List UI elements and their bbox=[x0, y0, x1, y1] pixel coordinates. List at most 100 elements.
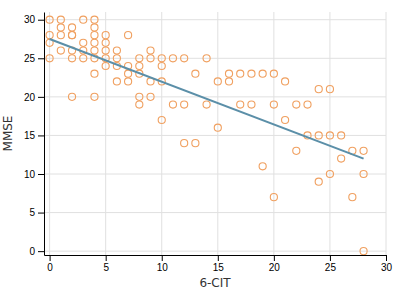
point bbox=[80, 16, 87, 23]
x-tick-label: 15 bbox=[213, 262, 225, 273]
grid-line bbox=[273, 12, 274, 255]
point bbox=[315, 178, 322, 185]
point bbox=[237, 70, 244, 77]
point bbox=[304, 101, 311, 108]
point bbox=[293, 147, 300, 154]
y-tick-label: 0 bbox=[29, 246, 35, 257]
point bbox=[113, 55, 120, 62]
point bbox=[136, 62, 143, 69]
point bbox=[158, 116, 165, 123]
point bbox=[46, 55, 53, 62]
point bbox=[270, 101, 277, 108]
point bbox=[57, 24, 64, 31]
point bbox=[57, 16, 64, 23]
grid-line bbox=[44, 251, 386, 252]
y-tick-label: 30 bbox=[24, 14, 36, 25]
grid-line bbox=[161, 12, 162, 255]
point bbox=[338, 132, 345, 139]
y-tick-mark bbox=[38, 251, 44, 252]
point bbox=[259, 70, 266, 77]
grid-line bbox=[44, 135, 386, 136]
y-axis: 051015202530 bbox=[24, 13, 45, 257]
x-tick-mark bbox=[386, 255, 387, 261]
point bbox=[326, 86, 333, 93]
point bbox=[259, 163, 266, 170]
point bbox=[360, 170, 367, 177]
point bbox=[68, 32, 75, 39]
point bbox=[57, 32, 64, 39]
grid-line bbox=[49, 12, 50, 255]
point bbox=[68, 93, 75, 100]
point bbox=[225, 70, 232, 77]
point bbox=[237, 101, 244, 108]
point bbox=[181, 140, 188, 147]
y-tick-label: 20 bbox=[24, 92, 36, 103]
point bbox=[125, 32, 132, 39]
point bbox=[80, 55, 87, 62]
x-tick: 25 bbox=[325, 255, 337, 273]
point bbox=[147, 55, 154, 62]
point bbox=[136, 55, 143, 62]
scatter-series bbox=[46, 16, 367, 255]
y-tick-mark bbox=[38, 135, 44, 136]
grid-line bbox=[44, 96, 386, 97]
grid-line bbox=[44, 212, 386, 213]
x-tick: 10 bbox=[157, 255, 169, 273]
point bbox=[203, 101, 210, 108]
point bbox=[125, 70, 132, 77]
y-tick-mark bbox=[38, 20, 44, 21]
x-tick: 15 bbox=[213, 255, 225, 273]
x-tick-mark bbox=[106, 255, 107, 261]
y-tick-mark bbox=[38, 97, 44, 98]
marks bbox=[46, 16, 367, 255]
x-tick: 20 bbox=[269, 255, 281, 273]
point bbox=[248, 101, 255, 108]
point bbox=[91, 32, 98, 39]
y-tick: 0 bbox=[29, 246, 44, 257]
point bbox=[113, 78, 120, 85]
point bbox=[68, 24, 75, 31]
point bbox=[91, 16, 98, 23]
y-axis-label: MMSE bbox=[1, 116, 15, 152]
point bbox=[282, 116, 289, 123]
grid-line bbox=[44, 58, 386, 59]
y-tick-mark bbox=[38, 213, 44, 214]
grid-line bbox=[329, 12, 330, 255]
x-tick-mark bbox=[162, 255, 163, 261]
x-tick-label: 0 bbox=[47, 262, 53, 273]
x-tick: 0 bbox=[47, 255, 53, 273]
x-tick: 5 bbox=[103, 255, 109, 273]
point bbox=[91, 93, 98, 100]
x-tick-label: 20 bbox=[269, 262, 281, 273]
x-tick-mark bbox=[218, 255, 219, 261]
point bbox=[125, 78, 132, 85]
point bbox=[102, 32, 109, 39]
x-tick: 30 bbox=[381, 255, 393, 273]
y-tick-label: 25 bbox=[24, 53, 36, 64]
point bbox=[91, 39, 98, 46]
grid-line bbox=[217, 12, 218, 255]
y-tick-label: 15 bbox=[24, 130, 36, 141]
point bbox=[225, 78, 232, 85]
point bbox=[349, 194, 356, 201]
point bbox=[147, 47, 154, 54]
point bbox=[158, 55, 165, 62]
grid bbox=[44, 12, 386, 255]
point bbox=[91, 70, 98, 77]
line bbox=[50, 39, 364, 159]
point bbox=[91, 47, 98, 54]
y-tick: 5 bbox=[29, 207, 44, 218]
point bbox=[282, 78, 289, 85]
y-tick: 30 bbox=[24, 14, 44, 25]
point bbox=[46, 16, 53, 23]
point bbox=[80, 39, 87, 46]
grid-line bbox=[105, 12, 106, 255]
point bbox=[360, 147, 367, 154]
point bbox=[102, 47, 109, 54]
point bbox=[169, 101, 176, 108]
grid-line bbox=[44, 19, 386, 20]
point bbox=[68, 32, 75, 39]
point bbox=[214, 78, 221, 85]
point bbox=[192, 70, 199, 77]
point bbox=[169, 55, 176, 62]
